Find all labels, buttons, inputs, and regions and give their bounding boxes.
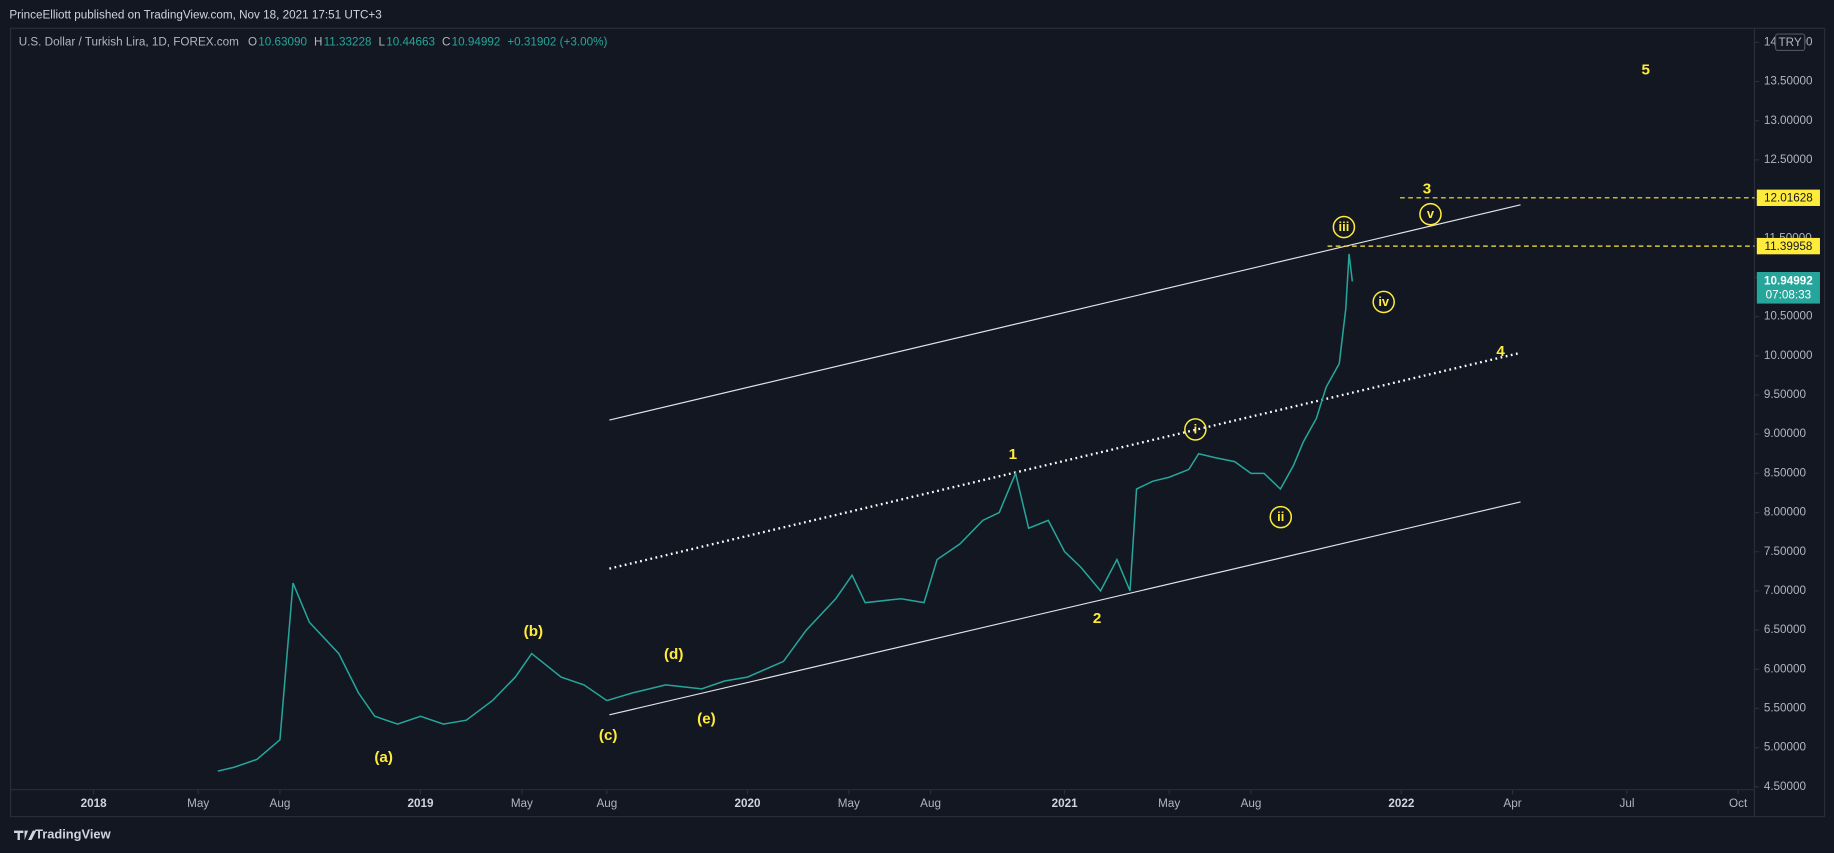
channel-upper xyxy=(609,204,1521,421)
y-tick-label: 5.50000 xyxy=(1764,702,1807,715)
currency: TRY xyxy=(1779,36,1802,49)
change: +0.31902 (+3.00%) xyxy=(507,35,607,48)
brand: TradingView xyxy=(35,827,112,842)
last-price-box xyxy=(1756,272,1820,304)
x-tick-label: Aug xyxy=(270,797,291,810)
wave-label: 4 xyxy=(1496,343,1505,360)
y-tick-label: 6.00000 xyxy=(1764,662,1807,675)
price-line xyxy=(217,253,1354,772)
y-tick-label: 8.00000 xyxy=(1764,506,1807,519)
y-tick-label: 7.00000 xyxy=(1764,584,1807,597)
y-tick-label: 12.50000 xyxy=(1764,153,1813,166)
x-tick-label: 2022 xyxy=(1388,797,1415,810)
y-tick-label: 10.50000 xyxy=(1764,310,1813,323)
symbol: U.S. Dollar / Turkish Lira, 1D, FOREX.co… xyxy=(19,35,239,48)
wave-label: iii xyxy=(1339,219,1350,234)
wave-circle xyxy=(1419,202,1442,226)
ohlc-key: L xyxy=(379,35,386,48)
wave-circle xyxy=(1372,290,1395,314)
x-tick-label: May xyxy=(187,797,209,810)
x-tick-label: May xyxy=(838,797,860,810)
x-tick-label: 2018 xyxy=(81,797,108,810)
x-tick-label: Apr xyxy=(1503,797,1521,810)
x-tick-label: 2020 xyxy=(734,797,761,810)
wave-label: v xyxy=(1427,206,1435,221)
y-tick-label: 13.50000 xyxy=(1764,75,1813,88)
wave-circle xyxy=(1184,418,1207,441)
y-tick-label: 10.00000 xyxy=(1764,349,1813,362)
ohlc-value: 11.33228 xyxy=(324,35,372,48)
currency-box xyxy=(1774,33,1806,52)
x-tick-label: 2021 xyxy=(1052,797,1079,810)
x-tick-label: Jul xyxy=(1619,797,1634,810)
wave-label: (b) xyxy=(524,623,543,640)
wave-label: iv xyxy=(1378,294,1390,309)
x-tick-label: May xyxy=(511,797,533,810)
wave-label: (d) xyxy=(664,646,683,663)
ohlc-key: O xyxy=(248,35,257,48)
y-tick-label: 13.00000 xyxy=(1764,114,1813,127)
y-tick-label: 5.00000 xyxy=(1764,741,1807,754)
wave-circle xyxy=(1269,505,1293,529)
ohlc-value: 10.63090 xyxy=(258,35,307,48)
price-level-box xyxy=(1756,189,1820,206)
ohlc-value: 10.94992 xyxy=(452,35,501,48)
price-level-label: 11.39958 xyxy=(1764,240,1812,253)
wave-circle xyxy=(1332,215,1356,239)
y-tick-label: 7.50000 xyxy=(1764,545,1807,558)
ohlc-key: C xyxy=(442,35,450,48)
wave-label: ii xyxy=(1277,509,1284,524)
publisher: PrinceElliott published on TradingView.c… xyxy=(9,8,381,21)
y-tick-label: 6.50000 xyxy=(1764,623,1807,636)
ohlc-key: H xyxy=(314,35,322,48)
y-tick-label: 8.50000 xyxy=(1764,466,1807,479)
y-tick-label: 9.00000 xyxy=(1764,427,1807,440)
x-tick-label: Aug xyxy=(920,797,941,810)
last-price: 10.94992 xyxy=(1764,274,1813,287)
wave-label: 2 xyxy=(1093,610,1101,627)
wave-label: 1 xyxy=(1009,446,1018,463)
countdown: 07:08:33 xyxy=(1766,288,1812,301)
wave-label: 3 xyxy=(1423,181,1431,198)
y-tick-label: 4.50000 xyxy=(1764,780,1807,793)
wave-label: (e) xyxy=(697,711,716,728)
x-tick-label: Aug xyxy=(1241,797,1262,810)
x-tick-label: 2019 xyxy=(408,797,435,810)
wave-label: 5 xyxy=(1641,61,1650,78)
wave-label: i xyxy=(1194,421,1198,436)
price-level-label: 12.01628 xyxy=(1764,191,1813,204)
wave-label: (a) xyxy=(374,749,393,766)
x-tick-label: May xyxy=(1158,797,1180,810)
x-tick-label: Aug xyxy=(596,797,617,810)
ohlc-value: 10.44663 xyxy=(386,35,435,48)
pane-border xyxy=(9,27,1826,818)
channel-lower xyxy=(609,501,1521,716)
wave-label: (c) xyxy=(599,727,618,744)
price-level-box xyxy=(1756,237,1820,255)
logo xyxy=(14,830,37,840)
x-tick-label: Oct xyxy=(1729,797,1748,810)
y-tick-label: 9.50000 xyxy=(1764,388,1807,401)
